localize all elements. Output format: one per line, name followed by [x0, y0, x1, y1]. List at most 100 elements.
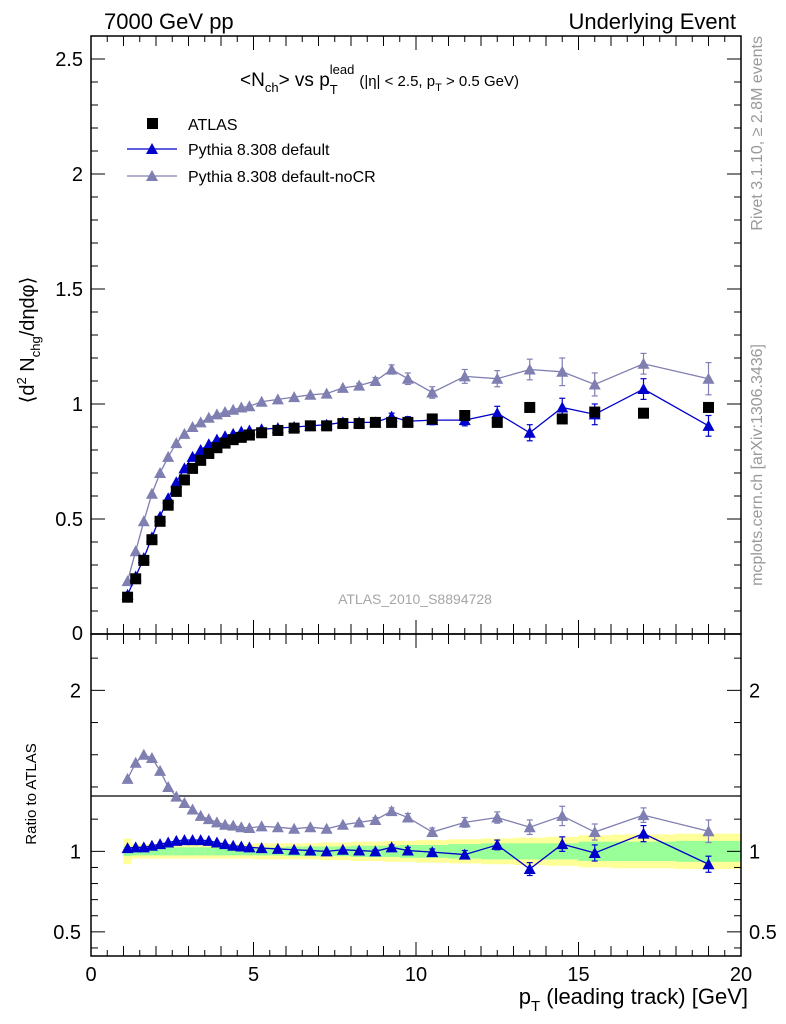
- main-ylabel-p1: ⟨d: [17, 384, 39, 403]
- ratio-band-stat: [212, 847, 221, 856]
- ratio-nocr-point: [170, 790, 183, 802]
- side-text-top: Rivet 3.1.10, ≥ 2.8M events: [749, 36, 766, 231]
- ratio-nocr-point: [255, 820, 268, 832]
- ratio-nocr-point: [194, 809, 207, 821]
- ratio-nocr-point: [202, 813, 215, 825]
- main-atlas-point: [211, 442, 223, 454]
- ratio-nocr-point: [304, 821, 317, 833]
- main-nocr-point: [304, 388, 317, 400]
- ratio-default-point: [227, 839, 240, 851]
- legend-label-atlas: ATLAS: [188, 117, 238, 134]
- ratio-nocr-point: [491, 811, 504, 823]
- main-atlas-point: [369, 416, 381, 428]
- ratio-band-stat: [156, 847, 165, 856]
- ratio-nocr-point: [271, 821, 284, 833]
- main-ylabel-p3: /dηdφ⟩: [17, 277, 39, 337]
- x-tick-label: 5: [248, 964, 259, 986]
- main-default-point: [556, 401, 569, 413]
- ratio-nocr-point: [154, 764, 167, 776]
- main-nocr-point: [271, 393, 284, 405]
- ratio-default-point: [288, 843, 301, 855]
- main-nocr-point: [202, 411, 215, 423]
- ratio-nocr-point: [588, 826, 601, 838]
- ratio-panel: 0.5 0.51 12 20 5 10 15 20 Ratio to ATLAS: [23, 633, 777, 986]
- ratio-band-stat: [196, 847, 205, 856]
- main-atlas-point: [122, 591, 134, 603]
- x-axis-label-sub: T: [531, 998, 540, 1015]
- main-nocr-line: [126, 363, 709, 582]
- x-tick-label: 20: [730, 964, 752, 986]
- ratio-default-point: [336, 843, 349, 855]
- main-atlas-point: [304, 420, 316, 432]
- ratio-default-point: [458, 848, 471, 860]
- main-atlas-point: [703, 401, 714, 413]
- ratio-default-point: [702, 858, 715, 870]
- ratio-default-point: [353, 844, 366, 856]
- main-ylabel-sub: chg: [28, 336, 43, 357]
- main-atlas-point: [219, 437, 231, 449]
- ratio-band-stat: [229, 847, 238, 856]
- ratio-nocr-point: [556, 809, 569, 821]
- ratio-nocr-point: [145, 751, 158, 763]
- x-axis-label-rest: (leading track) [GeV]: [540, 984, 748, 1009]
- ratio-default-point: [385, 841, 398, 853]
- ratio-default-point: [369, 845, 382, 857]
- main-atlas-point: [170, 485, 182, 497]
- main-atlas-point: [638, 407, 649, 419]
- main-atlas-point: [146, 534, 158, 546]
- main-ylabel: ⟨d2 Nchg/dηdφ⟩: [14, 277, 43, 404]
- main-nocr-point: [255, 395, 268, 407]
- header-left: 7000 GeV pp: [104, 9, 234, 34]
- analysis-watermark: ATLAS_2010_S8894728: [338, 591, 492, 607]
- main-atlas-point: [187, 462, 199, 474]
- main-atlas-point: [353, 418, 365, 430]
- ratio-y-tick-label-right: 0.5: [749, 922, 777, 944]
- main-atlas-point: [195, 454, 207, 466]
- main-atlas-point: [524, 401, 536, 413]
- ratio-nocr-point: [129, 756, 142, 768]
- ratio-default-point: [426, 846, 439, 858]
- ratio-default-point: [202, 834, 215, 846]
- main-atlas-point: [426, 413, 438, 425]
- ratio-band-stat: [204, 847, 213, 856]
- ratio-band-stat: [513, 843, 546, 860]
- main-atlas-point: [203, 447, 215, 459]
- ratio-nocr-point: [288, 822, 301, 834]
- main-atlas-point: [154, 515, 166, 527]
- plot-title-sub2: T: [330, 82, 338, 97]
- main-nocr-point: [186, 421, 199, 432]
- main-atlas-point: [227, 434, 239, 446]
- ratio-series: [121, 748, 715, 877]
- main-nocr-point: [243, 400, 256, 412]
- ratio-default-point: [320, 845, 333, 857]
- ratio-default-point: [170, 834, 183, 846]
- ratio-default-point: [491, 838, 504, 850]
- ratio-nocr-point: [458, 816, 471, 828]
- ratio-nocr-point: [235, 821, 248, 833]
- main-nocr-point: [458, 370, 471, 382]
- ratio-default-point: [129, 841, 142, 853]
- main-nocr-point: [137, 515, 150, 527]
- ratio-nocr-point: [219, 818, 232, 830]
- x-axis-label: pT (leading track) [GeV]: [519, 984, 748, 1015]
- ratio-default-point: [304, 844, 317, 856]
- main-default-point: [702, 419, 715, 431]
- ratio-default-point: [194, 834, 207, 846]
- main-nocr-point: [556, 365, 569, 377]
- ratio-nocr-point: [637, 809, 650, 821]
- main-y-tick-label: 2.5: [55, 49, 83, 71]
- main-default-point: [523, 426, 536, 438]
- main-atlas-point: [386, 416, 398, 428]
- ratio-band-stat: [188, 847, 197, 856]
- ratio-nocr-point: [210, 816, 223, 828]
- main-atlas-point: [321, 420, 333, 432]
- ratio-nocr-point: [227, 819, 240, 831]
- ratio-default-point: [243, 841, 256, 853]
- ratio-default-point: [121, 842, 134, 854]
- main-nocr-point: [194, 416, 207, 428]
- ratio-nocr-point: [702, 825, 715, 837]
- ratio-band-stat: [164, 847, 173, 856]
- plot-title-mid: > vs p: [279, 70, 330, 91]
- main-nocr-point: [426, 386, 439, 398]
- ratio-band-stat: [221, 847, 230, 856]
